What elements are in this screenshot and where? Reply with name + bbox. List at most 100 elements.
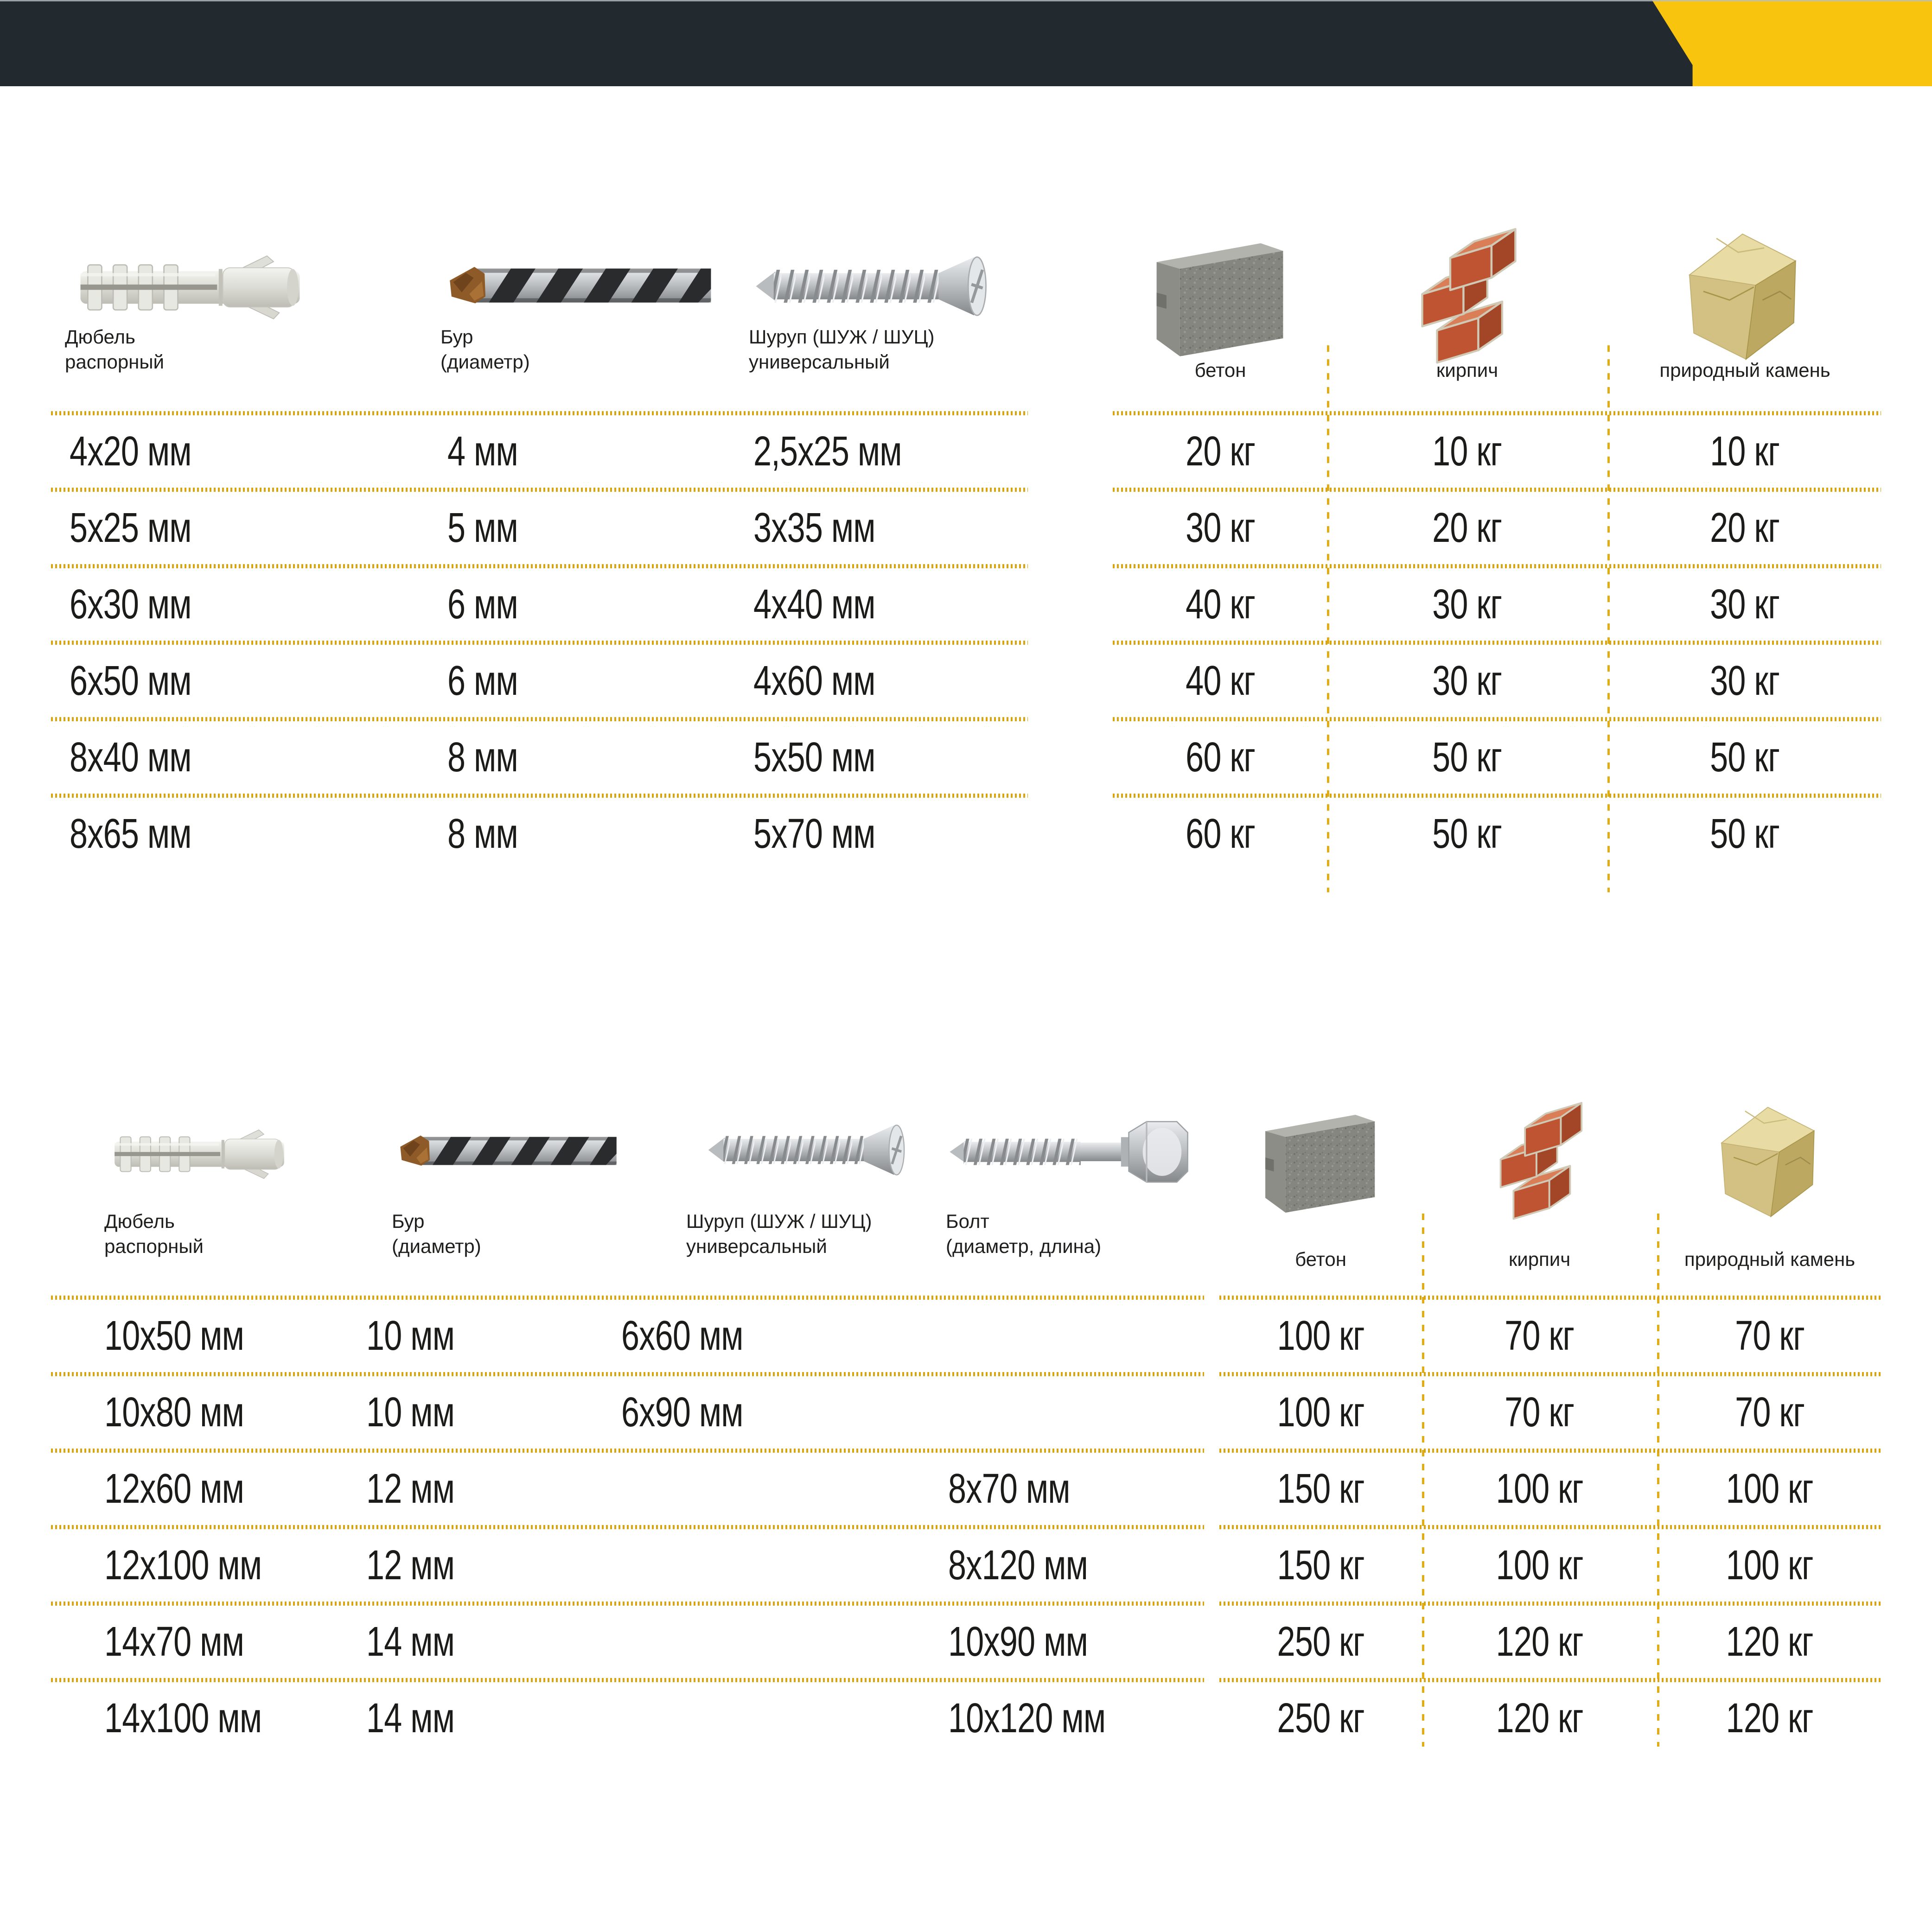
cell-value: 5x50 мм [753, 734, 876, 781]
column-label-drill: Бур (диаметр) [440, 326, 530, 373]
table-row: 10x80 мм 10 мм 6x90 мм 100 кг 70 кг 70 кг [0, 1372, 1932, 1451]
cell-concrete: 40 кг [1114, 643, 1327, 719]
column-label-concrete: бетон [1295, 1248, 1346, 1270]
row-divider-dotted-line [51, 1372, 1204, 1376]
column-divider [1607, 345, 1610, 892]
row-divider-dotted-line [1219, 1525, 1881, 1529]
cell-drill: 14 мм [366, 1680, 584, 1757]
cell-screw: 4x40 мм [753, 566, 1041, 643]
cell-brick: 20 кг [1327, 490, 1607, 566]
cell-dowel: 8x65 мм [70, 796, 357, 872]
bolt-icon [946, 1109, 1194, 1195]
row-divider-dotted-line [1113, 641, 1881, 645]
cell-value: 30 кг [1185, 505, 1256, 551]
cell-value: 50 кг [1432, 734, 1502, 781]
header-bar [0, 0, 1932, 86]
cell-bolt: 8x120 мм [948, 1527, 1199, 1604]
column-label-brick: кирпич [1436, 359, 1498, 381]
row-divider-dotted-line [1219, 1678, 1881, 1682]
cell-value: 4 мм [447, 428, 518, 475]
cell-brick: 70 кг [1422, 1374, 1657, 1451]
screw-icon [749, 250, 1027, 322]
cell-value: 120 кг [1496, 1695, 1583, 1741]
table-row: 8x65 мм 8 мм 5x70 мм 60 кг 50 кг 50 кг [0, 794, 1932, 872]
cell-value: 50 кг [1432, 811, 1502, 857]
cell-value: 150 кг [1277, 1542, 1365, 1589]
cell-screw: 5x70 мм [753, 796, 1041, 872]
column-divider [1657, 1214, 1659, 1747]
cell-drill: 8 мм [447, 796, 689, 872]
cell-value: 10 мм [366, 1313, 455, 1359]
cell-value: 60 кг [1185, 734, 1256, 781]
cell-concrete: 150 кг [1219, 1451, 1422, 1527]
cell-drill: 4 мм [447, 413, 689, 490]
cell-screw: 6x90 мм [621, 1374, 890, 1451]
cell-brick: 100 кг [1422, 1527, 1657, 1604]
cell-bolt: 10x120 мм [948, 1680, 1199, 1757]
cell-concrete: 60 кг [1114, 719, 1327, 796]
cell-value: 30 кг [1710, 581, 1780, 628]
cell-value: 50 кг [1710, 811, 1780, 857]
cell-stone: 50 кг [1607, 719, 1882, 796]
row-divider-dotted-line [51, 1602, 1204, 1606]
cell-concrete: 40 кг [1114, 566, 1327, 643]
row-divider-dotted-line [51, 488, 1028, 492]
cell-value: 250 кг [1277, 1619, 1365, 1665]
row-divider-dotted-line [51, 1296, 1204, 1300]
column-label-dowel: Дюбель распорный [65, 326, 165, 373]
cell-value: 10x90 мм [948, 1619, 1088, 1665]
row-divider-dotted-line [51, 411, 1028, 415]
cell-dowel: 10x80 мм [104, 1374, 355, 1451]
cell-stone: 30 кг [1607, 566, 1882, 643]
cell-brick: 70 кг [1422, 1298, 1657, 1374]
row-divider-dotted-line [1219, 1372, 1881, 1376]
dowel-icon [65, 253, 315, 322]
cell-dowel: 14x100 мм [104, 1680, 355, 1757]
cell-dowel: 12x60 мм [104, 1451, 355, 1527]
cell-value: 8x65 мм [70, 811, 192, 857]
row-divider-dotted-line [51, 641, 1028, 645]
row-divider-dotted-line [1113, 794, 1881, 798]
row-divider-dotted-line [1113, 411, 1881, 415]
column-label-brick: кирпич [1508, 1248, 1571, 1270]
cell-value: 100 кг [1726, 1542, 1814, 1589]
cell-value: 30 кг [1432, 581, 1502, 628]
table-row: 6x30 мм 6 мм 4x40 мм 40 кг 30 кг 30 кг [0, 564, 1932, 643]
row-divider-dotted-line [1113, 564, 1881, 568]
cell-value: 40 кг [1185, 658, 1256, 704]
cell-drill: 5 мм [447, 490, 689, 566]
cell-value: 14x70 мм [104, 1619, 244, 1665]
cell-value: 20 кг [1432, 505, 1502, 551]
cell-value: 120 кг [1496, 1619, 1583, 1665]
cell-value: 14 мм [366, 1619, 455, 1665]
row-divider-dotted-line [1219, 1602, 1881, 1606]
cell-value: 12 мм [366, 1466, 455, 1512]
cell-concrete: 20 кг [1114, 413, 1327, 490]
cell-brick: 10 кг [1327, 413, 1607, 490]
cell-drill: 12 мм [366, 1527, 584, 1604]
cell-drill: 6 мм [447, 643, 689, 719]
cell-stone: 50 кг [1607, 796, 1882, 872]
row-divider-dotted-line [51, 1525, 1204, 1529]
column-label-screw: Шуруп (ШУЖ / ШУЦ) универсальный [686, 1210, 872, 1257]
cell-value: 6 мм [447, 658, 518, 704]
row-divider-dotted-line [51, 564, 1028, 568]
cell-concrete: 250 кг [1219, 1604, 1422, 1680]
cell-value: 100 кг [1277, 1313, 1365, 1359]
cell-value: 6x90 мм [621, 1389, 744, 1436]
table-row: 14x70 мм 14 мм 10x90 мм 250 кг 120 кг 120 кг [0, 1602, 1932, 1680]
cell-value: 5 мм [447, 505, 518, 551]
row-divider-dotted-line [51, 1678, 1204, 1682]
cell-value: 20 кг [1185, 428, 1256, 475]
row-divider-dotted-line [51, 717, 1028, 721]
cell-value: 60 кг [1185, 811, 1256, 857]
cell-value: 10 кг [1710, 428, 1780, 475]
cell-bolt: 8x70 мм [948, 1451, 1199, 1527]
cell-value: 8x70 мм [948, 1466, 1071, 1512]
cell-drill: 8 мм [447, 719, 689, 796]
cell-value: 5x70 мм [753, 811, 876, 857]
cell-value: 30 кг [1710, 658, 1780, 704]
cell-value: 250 кг [1277, 1695, 1365, 1741]
column-label-bolt: Болт (диаметр, длина) [946, 1210, 1102, 1257]
